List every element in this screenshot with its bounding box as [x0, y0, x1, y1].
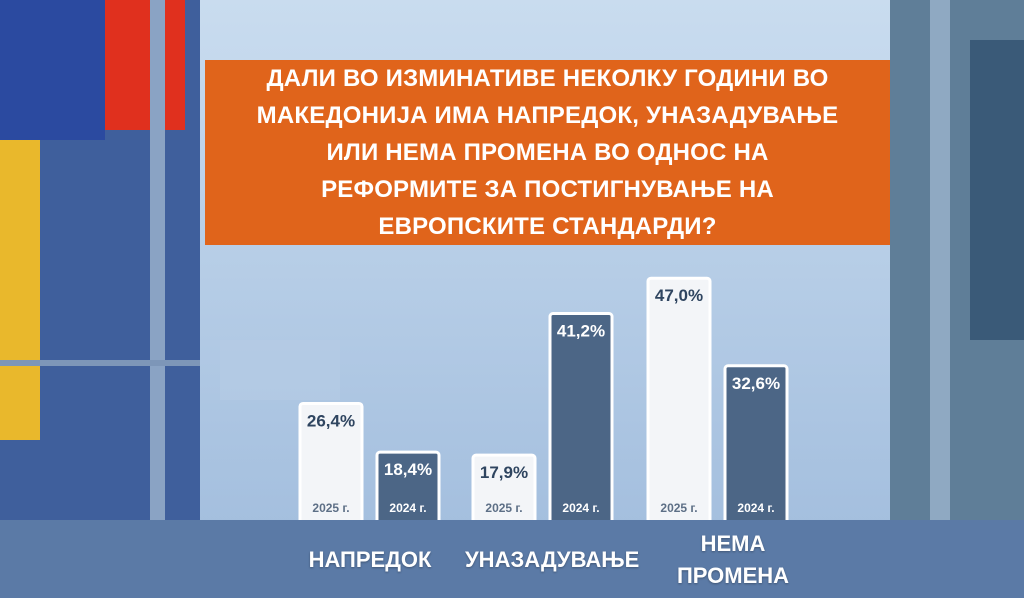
bar: [471, 453, 537, 520]
title-box: ДАЛИ ВО ИЗМИНАТИВЕ НЕКОЛКУ ГОДИНИ ВО МАК…: [205, 60, 890, 245]
bar: [723, 364, 789, 520]
bar: [298, 401, 364, 520]
category-label: УНАЗАДУВАЊЕ: [465, 547, 640, 572]
value-label: 26,4%: [307, 411, 355, 430]
bar: [646, 276, 712, 520]
series-label: 2024 г.: [389, 501, 426, 515]
value-label: 17,9%: [480, 463, 528, 482]
category-label: НЕМА ПРОМЕНА: [676, 531, 790, 588]
series-label: 2025 г.: [485, 501, 522, 515]
category-label: НАПРЕДОК: [308, 547, 432, 572]
bars: 26,4% 2025 г. 18,4% 2024 г. 17,9% 2025 г. 41,2…: [298, 276, 789, 520]
value-label: 32,6%: [732, 374, 780, 393]
series-label: 2024 г.: [737, 501, 774, 515]
chart-title: ДАЛИ ВО ИЗМИНАТИВЕ НЕКОЛКУ ГОДИНИ ВО МАК…: [256, 65, 839, 240]
bar: [548, 312, 614, 520]
bar: [375, 450, 441, 520]
series-label: 2025 г.: [312, 501, 349, 515]
value-label: 41,2%: [557, 322, 605, 341]
value-label: 47,0%: [655, 286, 703, 305]
value-label: 18,4%: [384, 460, 432, 479]
series-label: 2025 г.: [660, 501, 697, 515]
series-label: 2024 г.: [562, 501, 599, 515]
